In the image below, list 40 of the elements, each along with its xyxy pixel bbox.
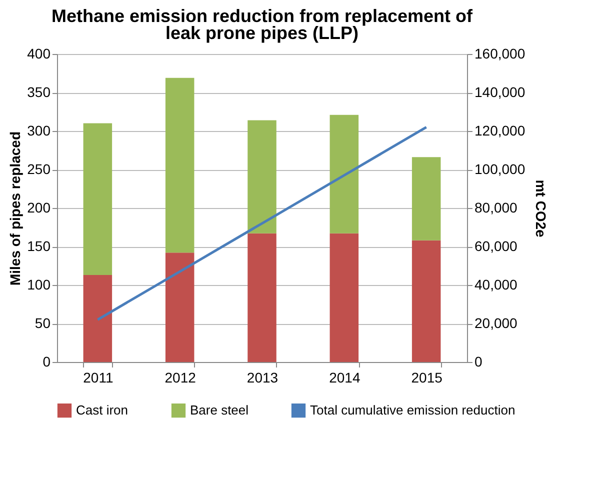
x-tick-label: 2015 xyxy=(411,370,443,386)
y-tick-label: 300 xyxy=(27,122,51,138)
bar xyxy=(412,157,441,240)
line-series xyxy=(96,126,428,321)
y2-tick-label: 100,000 xyxy=(474,161,526,177)
bar xyxy=(165,78,194,253)
legend-label: Bare steel xyxy=(190,402,249,418)
bar xyxy=(248,120,276,234)
y2-tick-label: 140,000 xyxy=(474,84,526,100)
y-tick-label: 100 xyxy=(27,276,51,292)
chart-title: Methane emission reduction from replacement of leak prone pipes (LLP) xyxy=(51,6,474,43)
bar xyxy=(330,233,359,362)
y-tick-label: 250 xyxy=(27,161,51,177)
bar xyxy=(165,252,194,362)
y2-tick-label: 120,000 xyxy=(474,122,526,138)
bar xyxy=(248,233,276,362)
bar xyxy=(330,114,359,234)
y2-tick-label: 160,000 xyxy=(474,46,526,62)
x-tick-label: 2013 xyxy=(246,370,278,386)
x-tick-label: 2014 xyxy=(329,370,360,386)
y-tick-label: 50 xyxy=(34,315,51,331)
y2-tick-label: 60,000 xyxy=(474,238,518,254)
y-tick-label: 150 xyxy=(27,238,51,254)
bar xyxy=(83,123,112,275)
legend-label: Total cumulative emission reduction xyxy=(310,402,516,418)
y-tick-label: 0 xyxy=(42,354,51,370)
y2-tick-label: 80,000 xyxy=(474,200,518,216)
y-tick-label: 200 xyxy=(27,200,51,216)
y-tick-label: 400 xyxy=(27,46,51,62)
y-axis-title: Miles of pipes replaced xyxy=(7,131,24,286)
y2-tick-label: 20,000 xyxy=(474,315,518,331)
y2-axis-title: mt CO2e xyxy=(533,180,550,238)
x-tick-label: 2011 xyxy=(83,370,114,386)
y2-tick-label: 40,000 xyxy=(474,276,518,292)
y-tick-label: 350 xyxy=(27,84,51,100)
y2-tick-label: 0 xyxy=(474,354,482,370)
x-tick-label: 2012 xyxy=(164,370,196,386)
bar xyxy=(412,240,441,362)
legend-label: Cast iron xyxy=(76,402,128,418)
bar xyxy=(83,274,112,362)
